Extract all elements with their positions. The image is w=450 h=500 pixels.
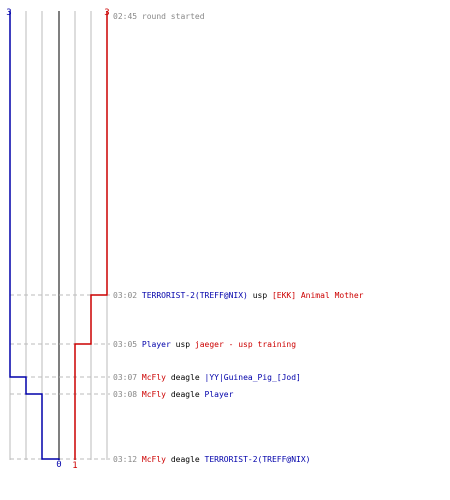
event-time: 03:07 xyxy=(113,373,137,382)
killer-name: McFly xyxy=(137,373,166,382)
event-time: 02:45 xyxy=(113,12,137,21)
red-end-score: 1 xyxy=(72,461,77,471)
event-time: 03:02 xyxy=(113,291,137,300)
weapon-name: deagle xyxy=(166,390,200,399)
weapon-name: deagle xyxy=(166,455,200,464)
weapon-name: usp xyxy=(171,340,190,349)
event-time: 03:05 xyxy=(113,340,137,349)
event-label: 03:07 McFly deagle |YY|Guinea_Pig_[Jod] xyxy=(113,373,301,382)
event-label: 03:08 McFly deagle Player xyxy=(113,390,234,399)
event-labels: 02:45 round started 03:02 TERRORIST-2(TRE… xyxy=(113,12,364,464)
killer-name: TERRORIST-2(TREFF@NIX) xyxy=(137,291,248,300)
weapon-name: usp xyxy=(248,291,267,300)
killer-name: McFly xyxy=(137,455,166,464)
victim-name: Player xyxy=(200,390,234,399)
red-team-score-line xyxy=(74,11,108,460)
event-label: 02:45 round started xyxy=(113,12,205,21)
blue-start-score: 3 xyxy=(6,8,11,18)
score-lines xyxy=(9,11,108,460)
event-text: round started xyxy=(137,12,205,21)
victim-name: [EKK] Animal Mother xyxy=(267,291,364,300)
killer-name: McFly xyxy=(137,390,166,399)
blue-team-score-line xyxy=(9,11,60,460)
event-time: 03:08 xyxy=(113,390,137,399)
victim-name: jaeger - usp training xyxy=(190,340,296,349)
event-label: 03:05 Player usp jaeger - usp training xyxy=(113,340,296,349)
victim-name: |YY|Guinea_Pig_[Jod] xyxy=(200,373,301,382)
killer-name: Player xyxy=(137,340,171,349)
weapon-name: deagle xyxy=(166,373,200,382)
event-label: 03:02 TERRORIST-2(TREFF@NIX) usp [EKK] A… xyxy=(113,291,364,300)
event-label: 03:12 McFly deagle TERRORIST-2(TREFF@NIX… xyxy=(113,455,311,464)
victim-name: TERRORIST-2(TREFF@NIX) xyxy=(200,455,311,464)
score-grid xyxy=(9,11,108,460)
red-start-score: 3 xyxy=(104,8,109,18)
event-time: 03:12 xyxy=(113,455,137,464)
blue-end-score: 0 xyxy=(56,460,61,470)
